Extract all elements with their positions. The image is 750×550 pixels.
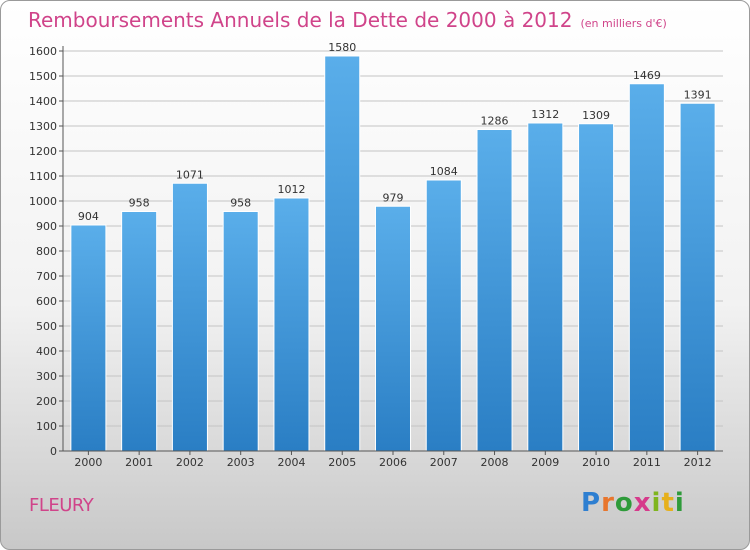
y-tick-label: 1100 xyxy=(29,170,57,183)
bar xyxy=(628,83,665,452)
bar xyxy=(171,182,208,452)
chart-title: Remboursements Annuels de la Dette de 20… xyxy=(28,8,667,32)
y-tick-label: 1600 xyxy=(29,45,57,58)
y-tick-label: 300 xyxy=(36,370,57,383)
y-tick-label: 1300 xyxy=(29,120,57,133)
y-tick-label: 700 xyxy=(36,270,57,283)
labels: 0 100 200 300 400 500 600 700 800 900 1000 1100 1200… xyxy=(29,41,712,469)
logo-letter: x xyxy=(633,488,652,518)
axes xyxy=(59,46,723,455)
bars xyxy=(70,55,716,452)
bar xyxy=(425,179,462,452)
bar-value-label: 1084 xyxy=(430,165,458,178)
x-tick-label: 2002 xyxy=(176,456,204,469)
x-tick-label: 2012 xyxy=(684,456,712,469)
bar-value-label: 904 xyxy=(78,210,99,223)
logo-letter: i xyxy=(674,488,685,518)
y-tick-label: 100 xyxy=(36,420,57,433)
y-tick-label: 0 xyxy=(50,445,57,458)
y-tick-label: 600 xyxy=(36,295,57,308)
bar-value-label: 1071 xyxy=(176,168,204,181)
logo-letter: t xyxy=(661,488,675,518)
bar xyxy=(273,197,310,452)
x-tick-label: 2011 xyxy=(633,456,661,469)
bar-value-label: 1309 xyxy=(582,109,610,122)
y-tick-label: 800 xyxy=(36,245,57,258)
bar xyxy=(324,55,361,452)
bar xyxy=(70,224,107,452)
x-tick-label: 2001 xyxy=(125,456,153,469)
logo-letter: o xyxy=(614,488,634,518)
y-tick-label: 900 xyxy=(36,220,57,233)
commune-label: FLEURY xyxy=(29,495,94,516)
bar-value-label: 1580 xyxy=(328,41,356,54)
bar xyxy=(222,211,259,452)
y-tick-label: 1400 xyxy=(29,95,57,108)
y-tick-label: 1000 xyxy=(29,195,57,208)
bar-value-label: 1286 xyxy=(481,115,509,128)
logo-letter: P xyxy=(581,488,602,518)
x-tick-label: 2000 xyxy=(74,456,102,469)
x-tick-label: 2009 xyxy=(531,456,559,469)
logo-letter: i xyxy=(651,488,662,518)
x-tick-label: 2006 xyxy=(379,456,407,469)
bar-value-label: 1391 xyxy=(684,88,712,101)
bar-value-label: 979 xyxy=(383,191,404,204)
chart-title-unit: (en milliers d'€) xyxy=(580,17,667,30)
x-tick-label: 2005 xyxy=(328,456,356,469)
bar xyxy=(527,122,564,452)
logo-letter: r xyxy=(601,488,615,518)
bar-value-label: 1312 xyxy=(531,108,559,121)
y-tick-label: 400 xyxy=(36,345,57,358)
x-tick-label: 2004 xyxy=(277,456,305,469)
bar-value-label: 1469 xyxy=(633,69,661,82)
bar-value-label: 958 xyxy=(129,197,150,210)
y-tick-label: 1500 xyxy=(29,70,57,83)
chart-title-text: Remboursements Annuels de la Dette de 20… xyxy=(28,8,573,32)
x-tick-label: 2003 xyxy=(227,456,255,469)
x-tick-label: 2007 xyxy=(430,456,458,469)
bar xyxy=(374,205,412,452)
y-tick-label: 200 xyxy=(36,395,57,408)
bar xyxy=(578,123,615,452)
bar xyxy=(679,102,716,452)
bar-value-label: 1012 xyxy=(277,183,305,196)
bar-value-label: 958 xyxy=(230,197,251,210)
bar xyxy=(476,129,513,452)
y-tick-label: 1200 xyxy=(29,145,57,158)
proxiti-logo[interactable]: Proxiti xyxy=(581,488,685,518)
x-tick-label: 2010 xyxy=(582,456,610,469)
y-tick-label: 500 xyxy=(36,320,57,333)
bar xyxy=(121,211,158,452)
x-tick-label: 2008 xyxy=(481,456,509,469)
